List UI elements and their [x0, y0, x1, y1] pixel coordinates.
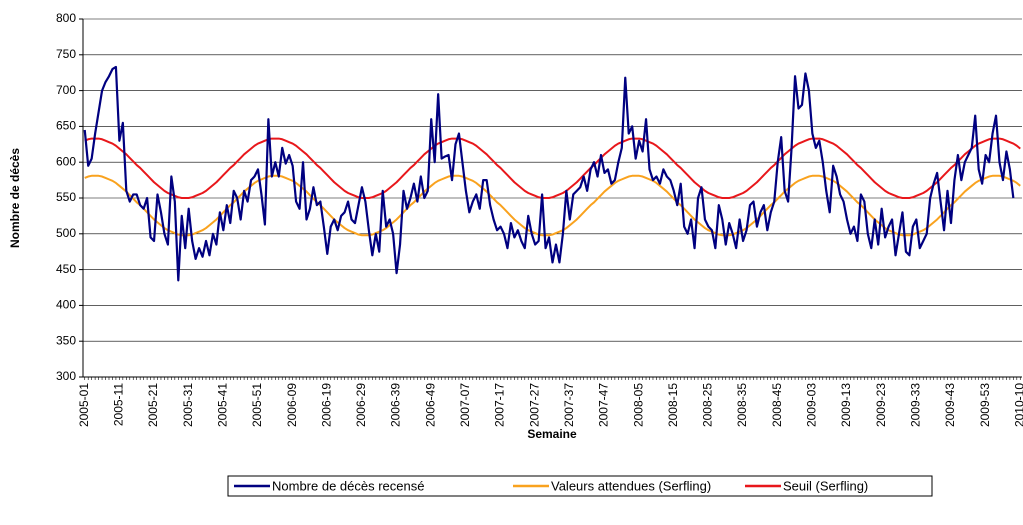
- x-tick-label: 2008-45: [770, 383, 784, 427]
- x-tick-label: 2007-07: [458, 383, 472, 427]
- x-tick-label: 2006-39: [389, 383, 403, 427]
- y-tick-label: 500: [56, 226, 76, 240]
- x-tick-label: 2005-41: [216, 383, 230, 427]
- x-tick-label: 2009-03: [805, 383, 819, 427]
- x-tick-label: 2009-13: [839, 383, 853, 427]
- x-tick-label: 2007-17: [493, 383, 507, 427]
- x-axis-title: Semaine: [527, 427, 577, 441]
- x-tick-label: 2008-25: [701, 383, 715, 427]
- y-tick-label: 350: [56, 333, 76, 347]
- legend-label: Nombre de décès recensé: [272, 478, 424, 493]
- x-tick-label: 2006-19: [319, 383, 333, 427]
- x-tick-label: 2006-49: [423, 383, 437, 427]
- x-tick-label: 2008-35: [735, 383, 749, 427]
- x-tick-label: 2007-27: [527, 383, 541, 427]
- x-tick-label: 2009-43: [943, 383, 957, 427]
- y-tick-label: 650: [56, 119, 76, 133]
- x-tick-label: 2010-10: [1012, 383, 1023, 427]
- legend-label: Valeurs attendues (Serfling): [551, 478, 711, 493]
- y-axis-title: Nombre de décès: [8, 148, 22, 248]
- y-tick-label: 550: [56, 190, 76, 204]
- x-tick-label: 2008-15: [666, 383, 680, 427]
- series-line: [84, 137, 1021, 199]
- x-tick-label: 2006-29: [354, 383, 368, 427]
- y-tick-label: 800: [56, 11, 76, 25]
- x-tick-label: 2007-37: [562, 383, 576, 427]
- y-tick-label: 300: [56, 369, 76, 383]
- y-tick-label: 700: [56, 83, 76, 97]
- legend-box: [227, 475, 933, 497]
- series-line: [83, 65, 1015, 282]
- y-tick-label: 750: [56, 47, 76, 61]
- x-tick-label: 2006-09: [285, 383, 299, 427]
- x-tick-label: 2009-23: [874, 383, 888, 427]
- x-tick-label: 2007-47: [597, 383, 611, 427]
- x-tick-label: 2005-11: [112, 383, 126, 426]
- x-tick-label: 2008-05: [631, 383, 645, 427]
- x-tick-label: 2005-01: [77, 383, 91, 427]
- y-tick-label: 600: [56, 154, 76, 168]
- x-tick-label: 2005-31: [181, 383, 195, 427]
- x-tick-label: 2009-53: [978, 383, 992, 427]
- legend-label: Seuil (Serfling): [783, 478, 868, 493]
- x-tick-label: 2005-51: [250, 383, 264, 427]
- y-tick-label: 450: [56, 262, 76, 276]
- x-tick-label: 2005-21: [146, 383, 160, 427]
- y-tick-label: 400: [56, 298, 76, 312]
- x-tick-label: 2009-33: [908, 383, 922, 427]
